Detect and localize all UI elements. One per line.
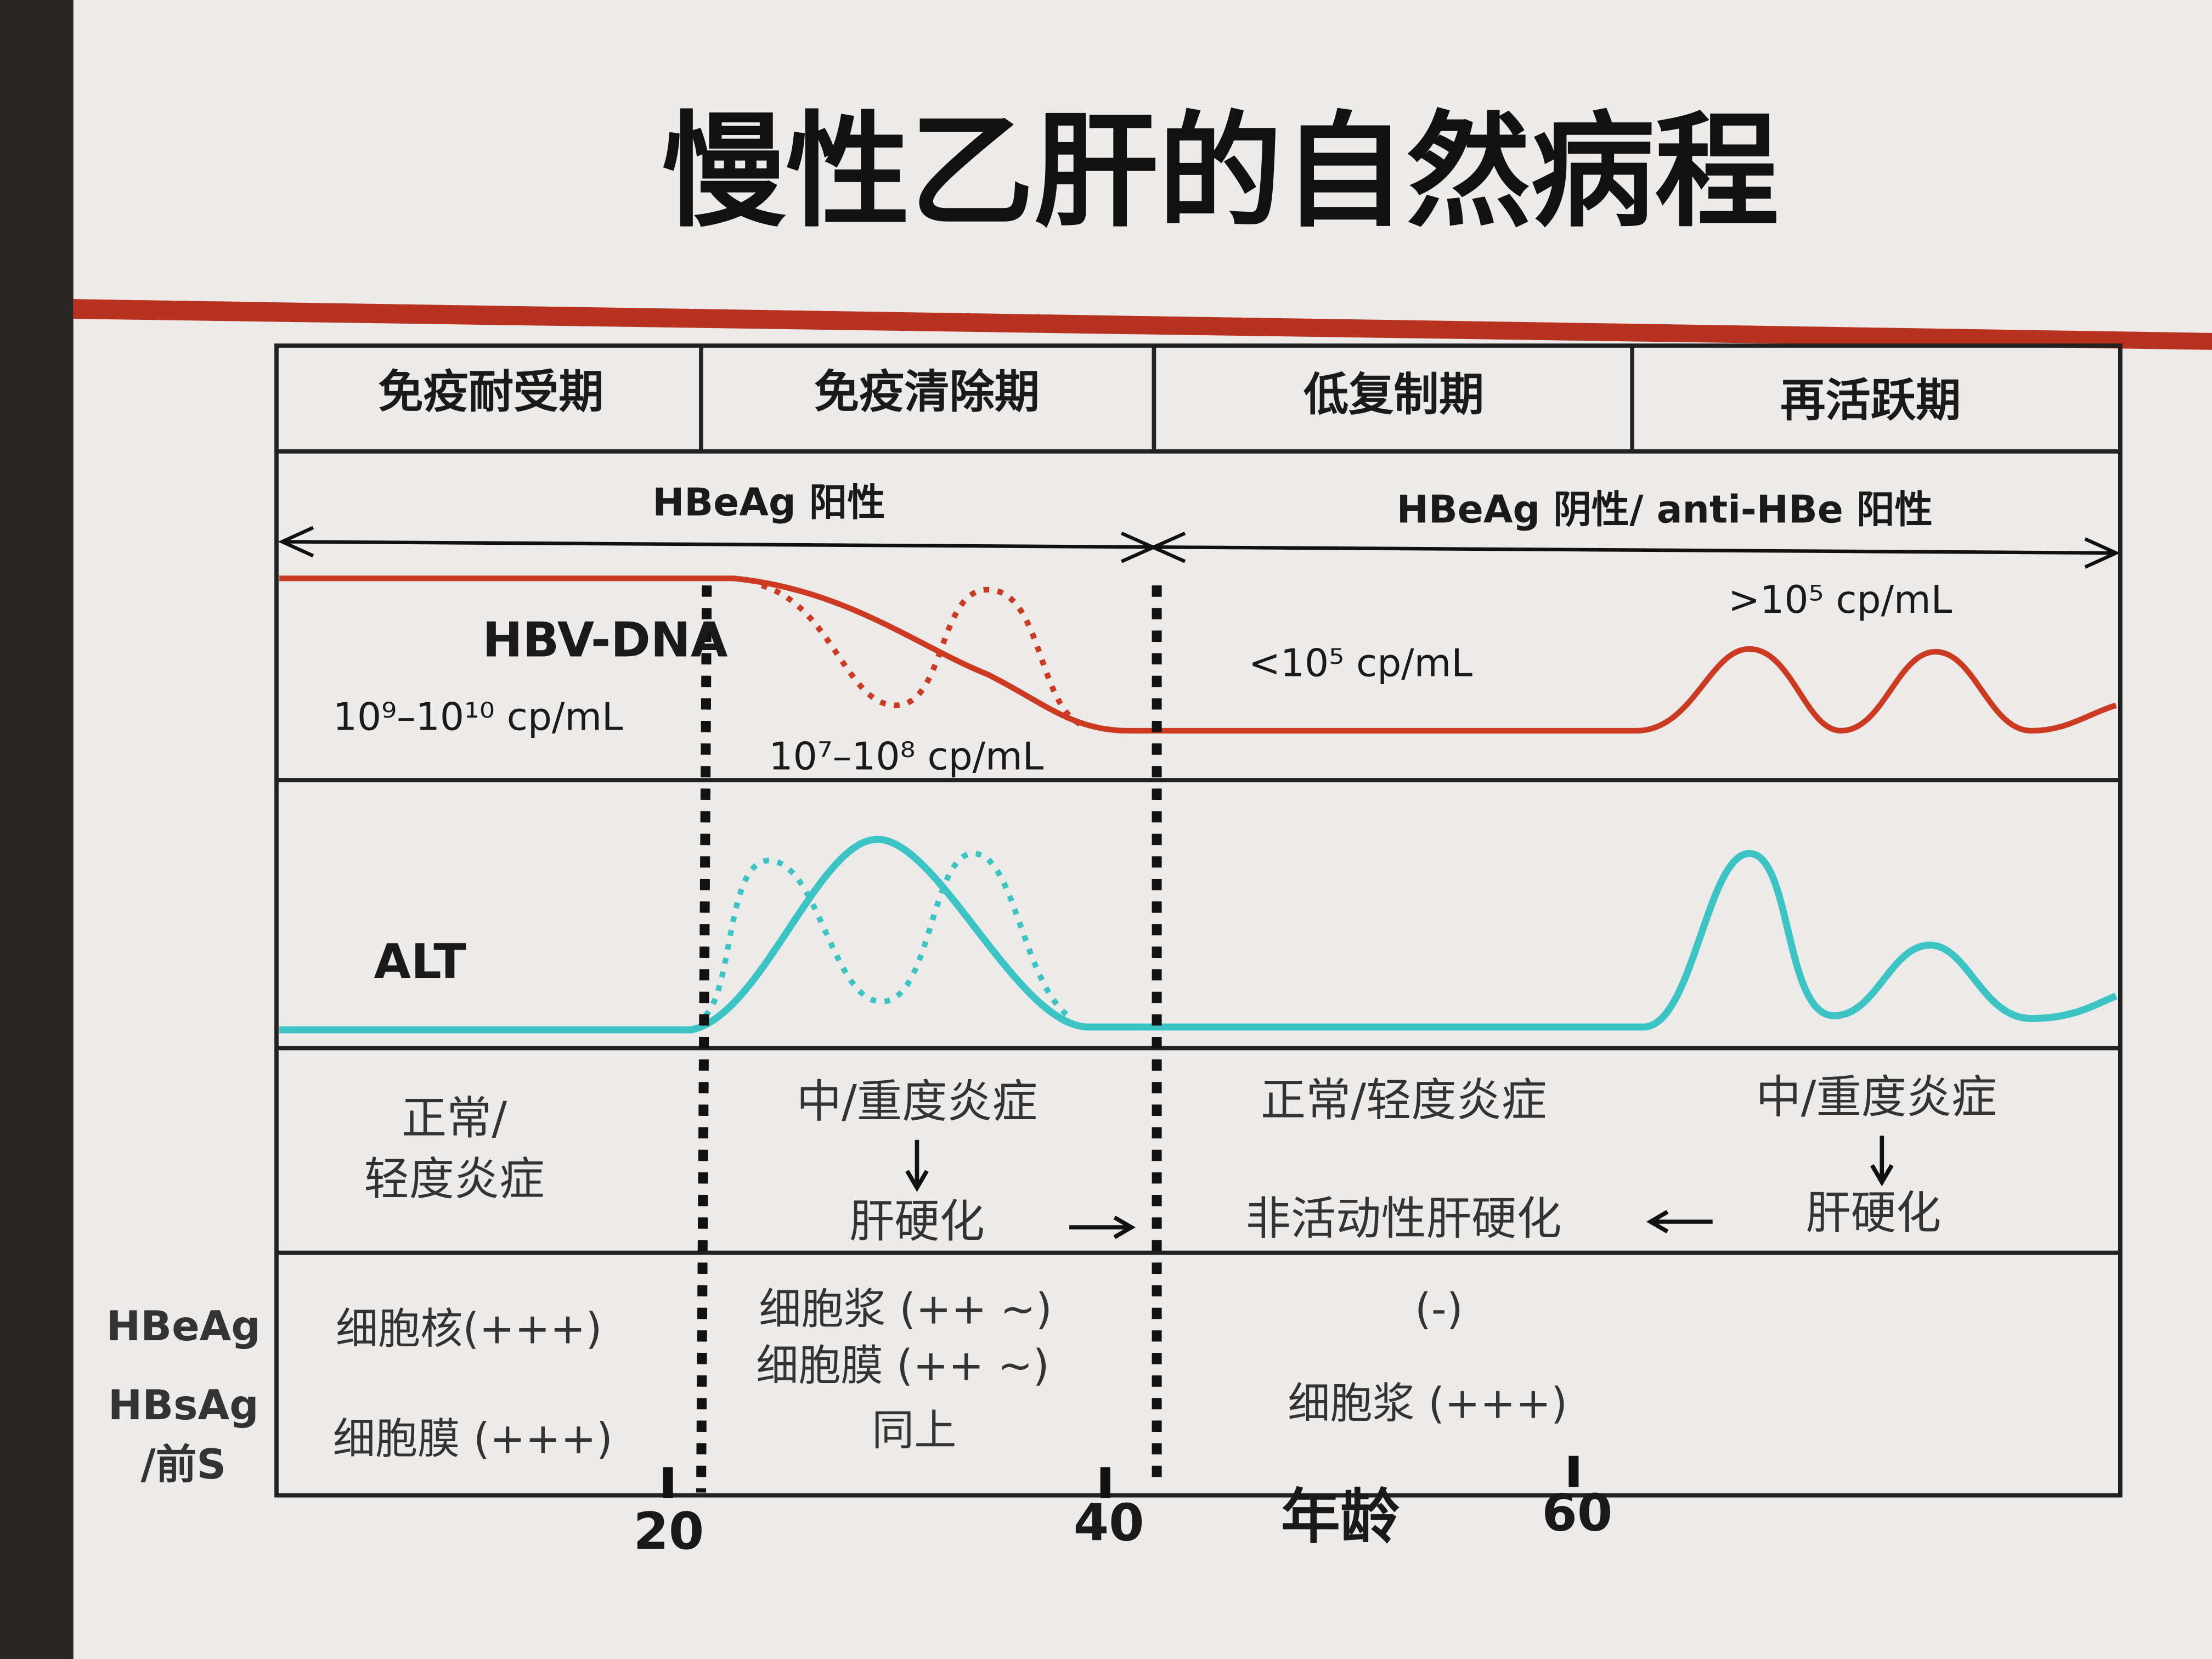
title-rule — [73, 299, 2212, 350]
hbv-dna-level: 10⁹–10¹⁰ cp/mL — [333, 695, 623, 739]
staining-text: 细胞膜 (++ ~) — [756, 1341, 1049, 1390]
histology-arrows — [905, 1136, 1894, 1239]
staining-text: 细胞膜 (+++) — [333, 1414, 613, 1464]
age-tick-label: 60 — [1542, 1483, 1612, 1543]
phase-label: 再活跃期 — [1780, 375, 1961, 427]
hbv-dna-curve — [279, 575, 2117, 734]
age-tick-label: 20 — [633, 1502, 704, 1561]
hbv-dna-level: 10⁷–10⁸ cp/mL — [769, 735, 1043, 778]
status-label: HBeAg 阴性/ anti-HBe 阳性 — [1397, 488, 1933, 532]
histology-text: 中/重度炎症 — [797, 1076, 1037, 1128]
title: 慢性乙肝的自然病程 — [662, 100, 1779, 244]
hbv-dna-fluctuation — [761, 583, 1087, 730]
staining-text: 同上 — [872, 1406, 956, 1455]
age-axis-label: 年龄 — [1281, 1483, 1400, 1551]
histology-text: 中/重度炎症 — [1756, 1071, 1996, 1124]
phase-label: 低复制期 — [1304, 369, 1484, 421]
histology-text: 正常/ — [402, 1093, 507, 1145]
slide-background — [73, 0, 2212, 1659]
staining-text: 细胞浆 (+++) — [1288, 1379, 1567, 1429]
staining-label: /前S — [141, 1441, 227, 1488]
status-arrows — [278, 526, 2120, 569]
status-label: HBeAg 阳性 — [652, 481, 885, 525]
hbv-dna-label: HBV-DNA — [482, 612, 727, 668]
phase-label: 免疫耐受期 — [378, 366, 603, 418]
alt-fluctuation — [703, 850, 1074, 1021]
staining-text: 细胞浆 (++ ~) — [759, 1284, 1052, 1334]
alt-curve — [279, 836, 2118, 1034]
histology-text: 非活动性肝硬化 — [1246, 1193, 1562, 1245]
staining-label: HBsAg — [108, 1381, 259, 1429]
age-ticks — [663, 1455, 1579, 1498]
hbv-dna-level: >10⁵ cp/mL — [1728, 578, 1953, 622]
alt-label: ALT — [374, 934, 466, 990]
hbv-dna-level: <10⁵ cp/mL — [1249, 642, 1473, 686]
staining-text: 细胞核(+++) — [336, 1304, 602, 1353]
phase-label: 免疫清除期 — [814, 366, 1040, 418]
staining-label: HBeAg — [106, 1302, 261, 1350]
table-frame — [274, 343, 2123, 1498]
histology-text: 肝硬化 — [849, 1195, 985, 1248]
staining-text: (-) — [1415, 1284, 1463, 1334]
histology-text: 正常/轻度炎症 — [1261, 1074, 1547, 1126]
histology-text: 肝硬化 — [1805, 1187, 1941, 1239]
histology-text: 轻度炎症 — [364, 1153, 544, 1205]
phase-boundary — [696, 585, 712, 1493]
age-tick-label: 40 — [1074, 1493, 1144, 1553]
